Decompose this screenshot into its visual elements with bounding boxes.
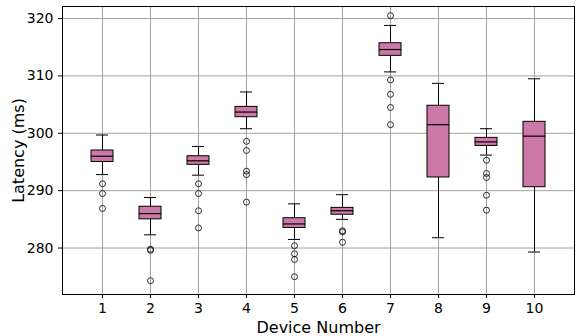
svg-text:280: 280 xyxy=(27,240,54,256)
svg-text:Device Number: Device Number xyxy=(256,318,381,336)
svg-text:2: 2 xyxy=(146,300,155,316)
svg-text:Latency (ms): Latency (ms) xyxy=(9,98,28,203)
svg-text:320: 320 xyxy=(27,10,54,26)
svg-text:310: 310 xyxy=(27,67,54,83)
svg-text:5: 5 xyxy=(290,300,299,316)
svg-text:9: 9 xyxy=(482,300,491,316)
svg-text:1: 1 xyxy=(98,300,107,316)
svg-text:8: 8 xyxy=(434,300,443,316)
svg-text:4: 4 xyxy=(242,300,251,316)
svg-text:7: 7 xyxy=(386,300,395,316)
svg-text:10: 10 xyxy=(526,300,544,316)
svg-text:300: 300 xyxy=(27,125,54,141)
svg-text:3: 3 xyxy=(194,300,203,316)
svg-text:290: 290 xyxy=(27,182,54,198)
svg-text:6: 6 xyxy=(338,300,347,316)
